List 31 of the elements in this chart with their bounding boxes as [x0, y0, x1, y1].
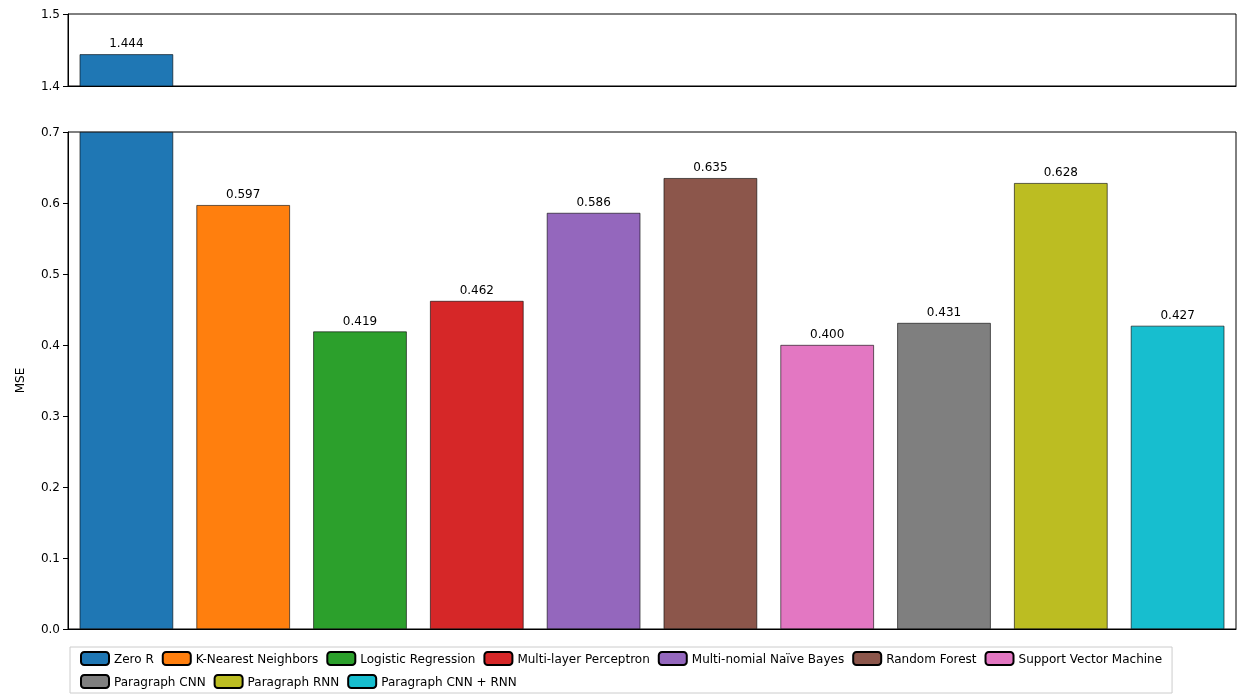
legend-label: Paragraph CNN	[114, 674, 206, 689]
y-tick-label: 0.0	[40, 622, 60, 636]
y-tick-label: 0.7	[40, 125, 60, 139]
y-tick-label: 1.4	[40, 79, 60, 93]
y-tick-label: 0.1	[40, 551, 60, 565]
legend-label: Paragraph RNN	[247, 674, 340, 689]
data-label: 0.400	[810, 327, 845, 341]
y-tick-label: 1.5	[40, 7, 60, 21]
data-label: 0.635	[693, 160, 728, 175]
y-axis-title: MSE	[13, 367, 27, 394]
y-tick-label: 0.3	[40, 409, 60, 423]
legend-label: Support Vector Machine	[1018, 651, 1163, 666]
data-label: 0.431	[926, 304, 962, 319]
data-label: 0.628	[1043, 165, 1078, 180]
y-tick-label: 0.2	[40, 480, 60, 494]
y-tick-label: 0.6	[40, 196, 60, 210]
data-label: 0.462	[459, 282, 494, 297]
legend-label: Multi-layer Perceptron	[517, 651, 650, 666]
legend-label: Zero R	[114, 651, 154, 666]
data-label: 0.427	[1160, 307, 1195, 322]
data-label: 0.597	[226, 187, 261, 202]
data-label: 0.419	[342, 313, 378, 328]
y-tick-label: 0.5	[40, 267, 60, 281]
legend-label: Random Forest	[886, 651, 977, 666]
y-tick-label: 0.4	[40, 338, 60, 352]
data-label: 0.586	[576, 194, 611, 209]
legend-label: K-Nearest Neighbors	[195, 651, 319, 666]
legend-label: Logistic Regression	[360, 651, 476, 666]
data-label: 1.444	[109, 36, 144, 51]
legend-label: Multi-nomial Naïve Bayes	[691, 651, 845, 666]
legend-label: Paragraph CNN + RNN	[381, 674, 517, 689]
